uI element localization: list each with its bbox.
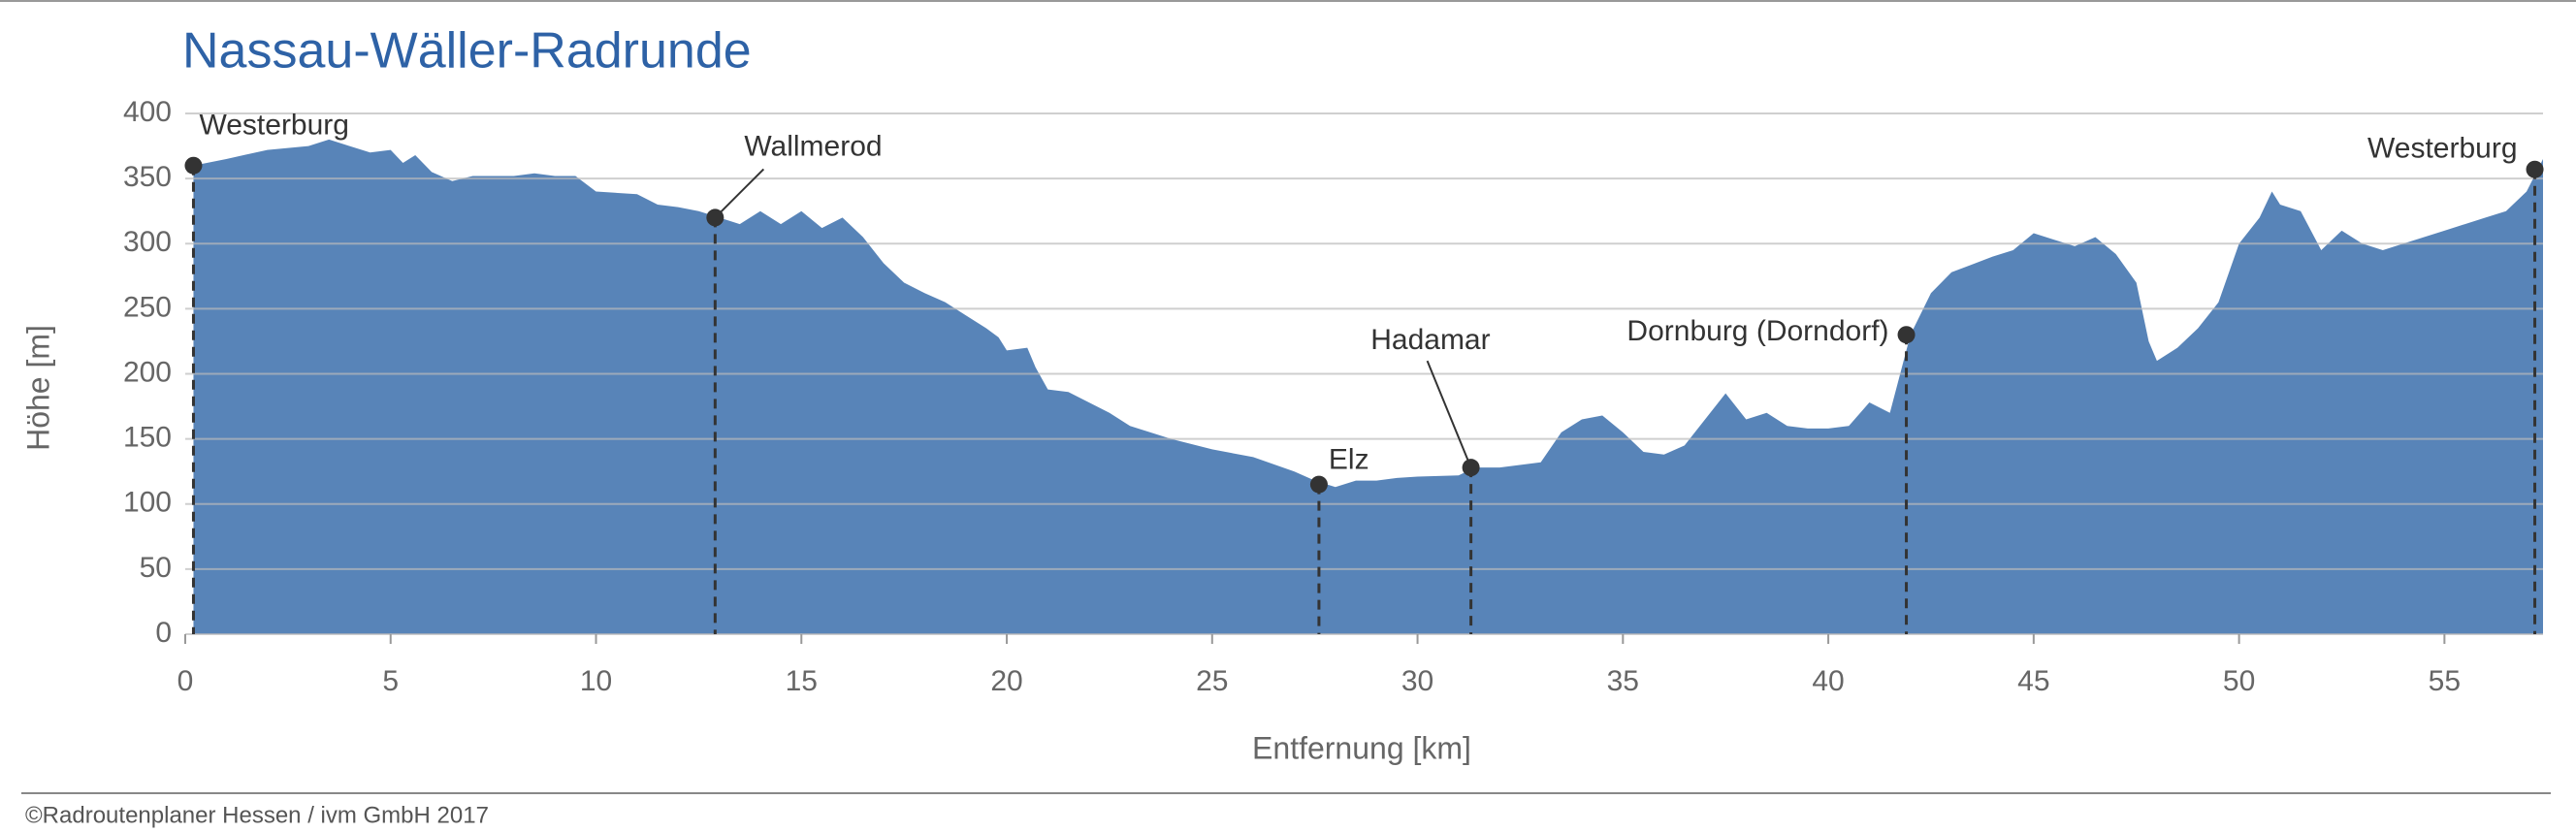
poi-label: Elz xyxy=(1329,444,1369,476)
y-tick-label: 350 xyxy=(123,161,172,193)
x-tick-label: 10 xyxy=(580,665,612,697)
chart-title: Nassau-Wäller-Radrunde xyxy=(182,23,752,80)
poi-marker xyxy=(706,208,724,227)
x-tick-label: 30 xyxy=(1401,665,1433,697)
x-tick-label: 20 xyxy=(990,665,1022,697)
poi-marker xyxy=(1462,459,1480,477)
poi-marker xyxy=(2526,160,2544,178)
y-tick-label: 50 xyxy=(140,552,172,584)
elevation-area xyxy=(193,139,2543,634)
x-tick-label: 5 xyxy=(382,665,399,697)
poi-label: Dornburg (Dorndorf) xyxy=(1626,315,1888,347)
x-axis-label: Entfernung [km] xyxy=(1252,730,1471,765)
poi-label: Westerburg xyxy=(2367,133,2518,165)
poi-label: Hadamar xyxy=(1370,324,1490,356)
y-tick-label: 200 xyxy=(123,356,172,388)
y-tick-label: 300 xyxy=(123,226,172,258)
poi-leader xyxy=(1426,360,1472,468)
x-tick-label: 0 xyxy=(177,665,194,697)
y-tick-label: 400 xyxy=(123,96,172,128)
poi-marker xyxy=(184,156,203,175)
y-tick-label: 250 xyxy=(123,291,172,323)
y-axis-label: Höhe [m] xyxy=(20,325,55,451)
y-tick-label: 0 xyxy=(155,617,172,649)
y-tick-label: 150 xyxy=(123,422,172,454)
poi-leader xyxy=(714,168,765,219)
poi-label: Wallmerod xyxy=(744,130,882,162)
x-tick-label: 15 xyxy=(786,665,818,697)
x-tick-label: 40 xyxy=(1812,665,1844,697)
credit: ©Radroutenplaner Hessen / ivm GmbH 2017 xyxy=(25,802,489,828)
x-tick-label: 55 xyxy=(2429,665,2461,697)
x-tick-label: 45 xyxy=(2017,665,2049,697)
x-tick-label: 50 xyxy=(2223,665,2255,697)
poi-marker xyxy=(1309,475,1328,494)
y-tick-label: 100 xyxy=(123,487,172,519)
x-tick-label: 35 xyxy=(1607,665,1639,697)
x-tick-label: 25 xyxy=(1196,665,1228,697)
poi-marker xyxy=(1897,326,1916,344)
poi-label: Westerburg xyxy=(199,110,349,142)
